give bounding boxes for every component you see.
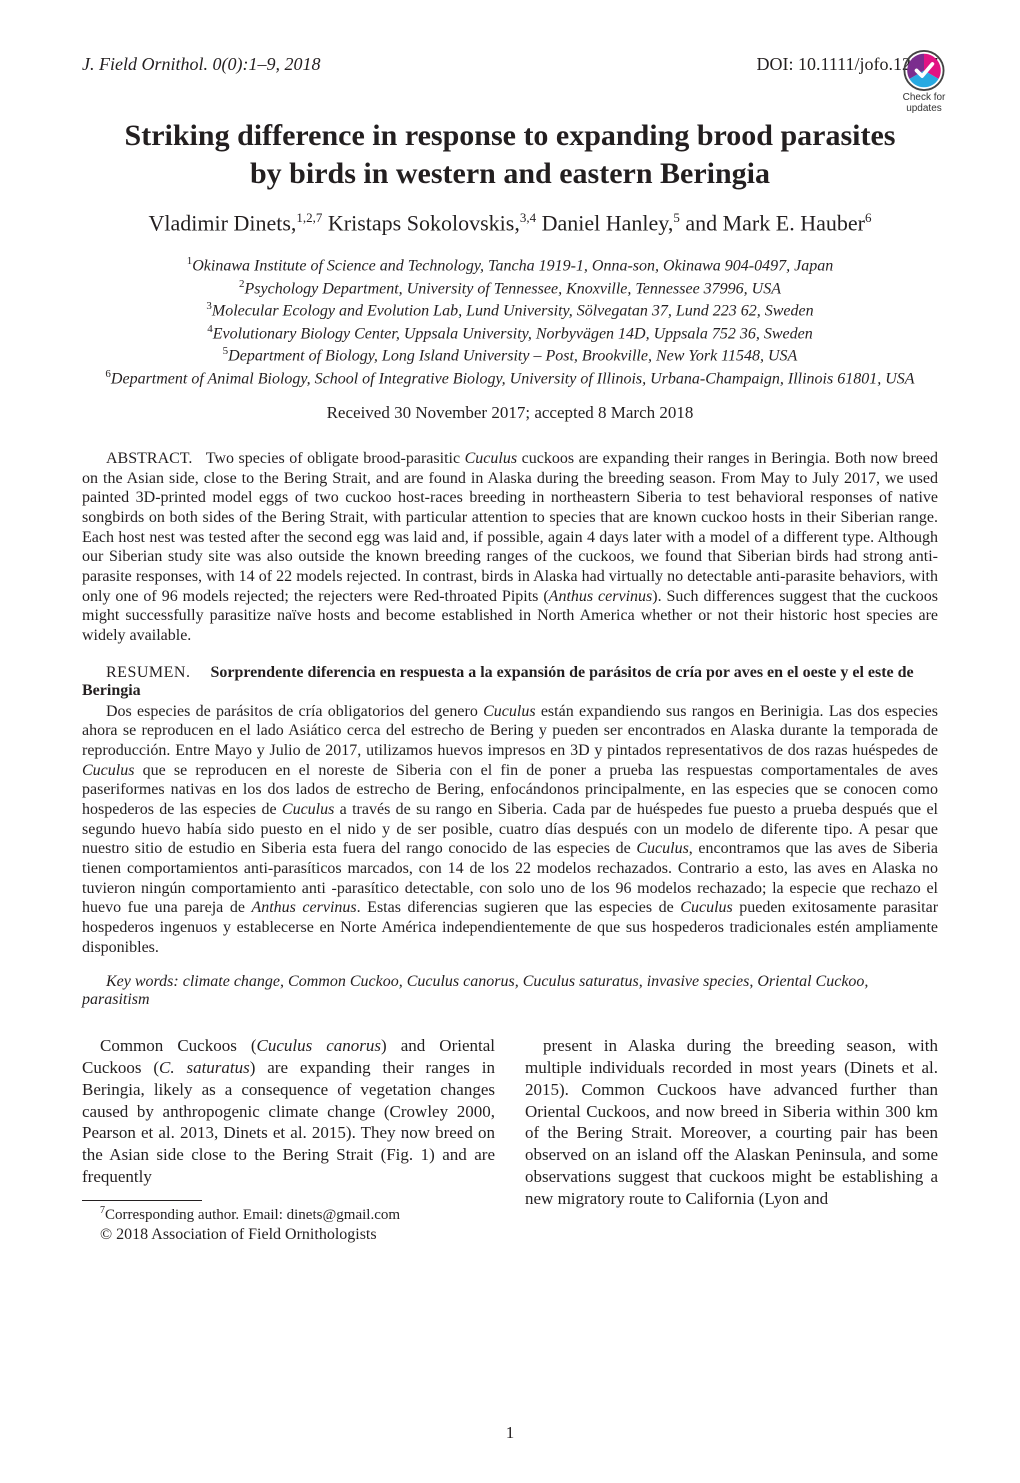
affiliations: 1Okinawa Institute of Science and Techno… xyxy=(104,254,916,389)
resumen-body: Dos especies de parásitos de cría obliga… xyxy=(82,702,938,958)
resumen-heading: RESUMEN. Sorprendente diferencia en resp… xyxy=(82,664,938,700)
crossmark-text-1: Check for xyxy=(903,92,946,103)
page: Check for updates J. Field Ornithol. 0(0… xyxy=(0,0,1020,1483)
body-para-2: present in Alaska during the breeding se… xyxy=(525,1035,938,1209)
crossmark-badge[interactable]: Check for updates xyxy=(892,50,956,114)
footnote-rule xyxy=(82,1200,202,1201)
article-title: Striking difference in response to expan… xyxy=(122,117,898,192)
keywords: Key words: climate change, Common Cuckoo… xyxy=(82,973,938,1009)
abstract-text: Two species of obligate brood-parasitic … xyxy=(82,450,938,644)
body-para-1: Common Cuckoos (Cuculus canorus) and Ori… xyxy=(82,1035,495,1187)
body-columns: Common Cuckoos (Cuculus canorus) and Ori… xyxy=(82,1035,938,1245)
left-column-block: Common Cuckoos (Cuculus canorus) and Ori… xyxy=(82,1035,495,1245)
abstract-label: ABSTRACT. xyxy=(106,450,192,467)
abstract: ABSTRACT. Two species of obligate brood-… xyxy=(82,449,938,646)
resumen-label: RESUMEN. xyxy=(106,664,190,681)
received-dates: Received 30 November 2017; accepted 8 Ma… xyxy=(82,403,938,423)
authors: Vladimir Dinets,1,2,7 Kristaps Sokolovsk… xyxy=(82,210,938,236)
corresponding-footnote: 7Corresponding author. Email: dinets@gma… xyxy=(82,1205,495,1225)
keywords-label: Key words: xyxy=(106,973,179,990)
resumen-subtitle: Sorprendente diferencia en respuesta a l… xyxy=(82,664,914,699)
page-number: 1 xyxy=(0,1423,1020,1443)
keywords-text: climate change, Common Cuckoo, Cuculus c… xyxy=(82,973,868,1008)
crossmark-label: Check for updates xyxy=(903,93,946,114)
crossmark-text-2: updates xyxy=(906,103,942,114)
crossmark-icon xyxy=(902,50,946,91)
copyright: © 2018 Association of Field Ornithologis… xyxy=(82,1225,495,1245)
running-header: J. Field Ornithol. 0(0):1–9, 2018 DOI: 1… xyxy=(82,54,938,75)
journal-ref: J. Field Ornithol. 0(0):1–9, 2018 xyxy=(82,54,320,75)
